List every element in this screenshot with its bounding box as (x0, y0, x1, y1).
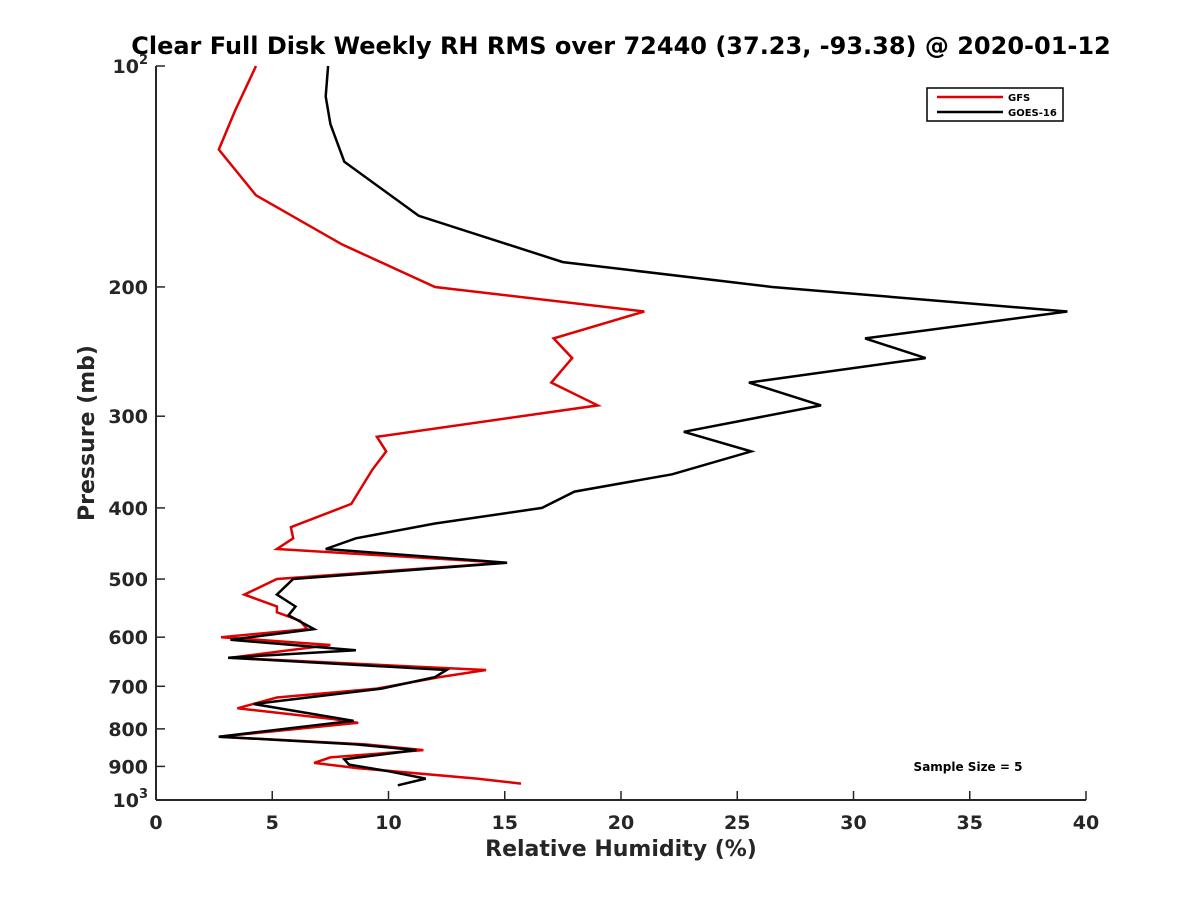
x-tick-label: 15 (492, 812, 518, 834)
y-tick-label: 200 (108, 277, 148, 299)
x-tick-label: 30 (840, 812, 866, 834)
x-tick-label: 0 (149, 812, 162, 834)
x-tick-label: 40 (1073, 812, 1099, 834)
y-tick-label: 400 (108, 498, 148, 520)
y-tick-label: 900 (108, 756, 148, 778)
sample-size-note: Sample Size = 5 (914, 760, 1023, 774)
y-tick-label: 103 (113, 787, 149, 812)
chart-title: Clear Full Disk Weekly RH RMS over 72440… (131, 32, 1111, 60)
y-tick-label: 300 (108, 406, 148, 428)
x-tick-label: 10 (375, 812, 401, 834)
y-tick-label: 600 (108, 627, 148, 649)
legend-label-goes16: GOES-16 (1008, 108, 1057, 119)
legend-label-gfs: GFS (1008, 93, 1030, 104)
series-line-goes16 (218, 65, 1068, 787)
y-axis-label: Pressure (mb) (75, 345, 100, 521)
y-tick-label: 800 (108, 719, 148, 741)
x-axis-label: Relative Humidity (%) (485, 837, 757, 862)
y-ticks: 102 200 300 400 500 600 700 800 900 103 (108, 53, 165, 812)
x-tick-label: 5 (266, 812, 279, 834)
x-ticks: 0 5 10 15 20 25 30 35 40 (149, 791, 1099, 834)
series-lines (217, 65, 1068, 787)
x-tick-label: 35 (957, 812, 983, 834)
x-tick-label: 20 (608, 812, 634, 834)
x-tick-label: 25 (724, 812, 750, 834)
legend-box (926, 87, 1064, 122)
y-tick-label: 500 (108, 569, 148, 591)
legend: GFS GOES-16 (926, 87, 1064, 122)
y-tick-label: 102 (113, 53, 149, 78)
y-tick-label: 700 (108, 676, 148, 698)
